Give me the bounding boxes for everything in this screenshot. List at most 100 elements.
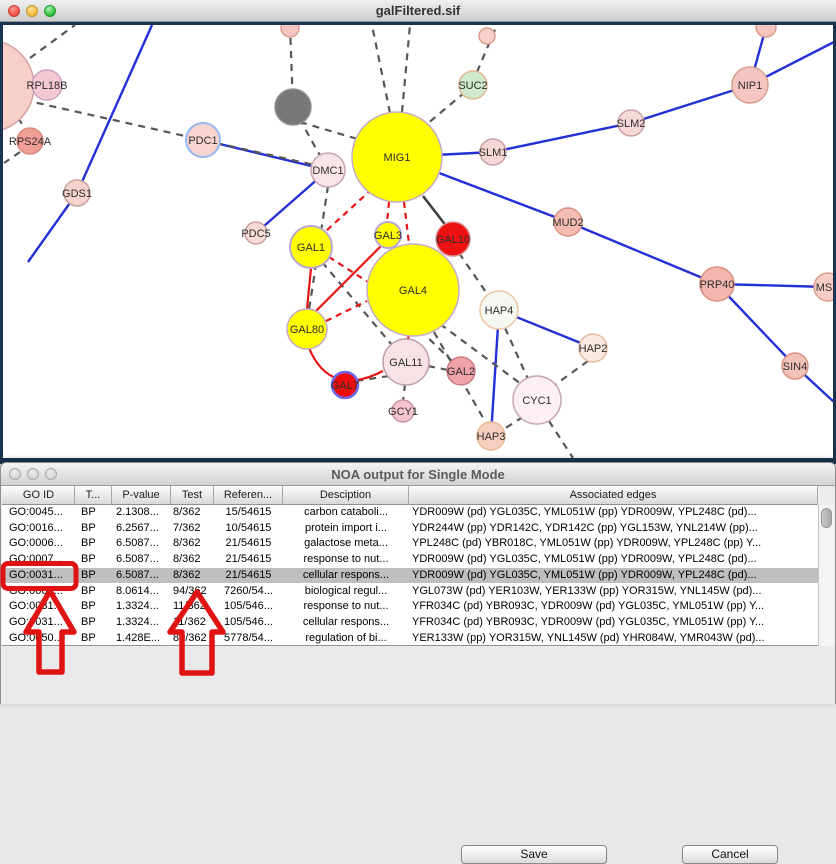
close-button-inactive[interactable] — [9, 468, 21, 480]
node-TOP3[interactable] — [755, 25, 777, 38]
node-GAL10[interactable]: GAL10 — [435, 221, 471, 257]
table-cell: BP — [81, 537, 96, 550]
edge — [401, 383, 407, 402]
column-header-t[interactable]: T... — [75, 486, 112, 505]
column-header-pvalue[interactable]: P-value — [112, 486, 171, 505]
edge — [325, 300, 368, 322]
node-CYC1[interactable]: CYC1 — [512, 375, 562, 425]
table-cell: GO:0006... — [9, 537, 63, 550]
zoom-button-inactive[interactable] — [45, 468, 57, 480]
node-SIN4[interactable]: SIN4 — [781, 352, 809, 380]
node-MSN[interactable]: MSN — [813, 272, 833, 302]
edge — [630, 83, 751, 125]
table-cell: 1.3324... — [116, 615, 159, 628]
node-RPS24A[interactable]: RPS24A — [9, 127, 52, 155]
node-HAP2[interactable]: HAP2 — [578, 333, 608, 363]
table-cell: YPL248C (pd) YBR018C, YML051W (pp) YDR00… — [412, 537, 762, 550]
node-GAL3[interactable]: GAL3 — [374, 221, 402, 249]
node-TOP1[interactable] — [280, 25, 300, 38]
save-button[interactable]: Save — [461, 845, 607, 864]
column-header-test[interactable]: Test — [171, 486, 214, 505]
table-cell: BP — [81, 521, 96, 534]
edge — [321, 261, 393, 346]
column-header-goid[interactable]: GO ID — [3, 486, 75, 505]
vertical-scrollbar[interactable] — [818, 505, 834, 646]
node-GRAY1[interactable] — [274, 88, 312, 126]
noa-window-titlebar[interactable]: NOA output for Single Mode — [1, 463, 835, 486]
node-GAL2[interactable]: GAL2 — [446, 356, 476, 386]
table-cell: GO:0016... — [9, 521, 63, 534]
button-panel: Save Cancel — [2, 647, 835, 864]
table-cell: response to nut... — [303, 553, 389, 566]
table-cell: 8/362 — [173, 537, 201, 550]
edge — [567, 220, 718, 286]
column-header-referen[interactable]: Referen... — [214, 486, 283, 505]
node-GCY1[interactable]: GCY1 — [388, 399, 418, 423]
node-GAL11[interactable]: GAL11 — [382, 338, 430, 386]
network-window-titlebar[interactable]: galFiltered.sif — [0, 0, 836, 22]
table-cell: 6.2567... — [116, 521, 159, 534]
edge — [75, 25, 154, 194]
table-cell: YDR009W (pd) YGL035C, YML051W (pp) YDR00… — [412, 506, 757, 518]
node-HAP4[interactable]: HAP4 — [479, 290, 519, 330]
table-row[interactable]: GO:0045... BP 2.1308... 8/362 15/54615 carbon… — [2, 505, 818, 521]
close-button[interactable] — [8, 5, 20, 17]
edge — [400, 25, 412, 113]
node-DMC1[interactable]: DMC1 — [310, 152, 346, 188]
edge — [29, 25, 76, 59]
minimize-button[interactable] — [26, 5, 38, 17]
table-cell: 21/54615 — [225, 568, 272, 581]
table-row[interactable]: GO:0031... BP 1.3324... 11/362 105/546... cel… — [2, 615, 818, 631]
edge — [370, 25, 392, 114]
table-header: GO ID T... P-value Test Referen... Desciption… — [2, 486, 818, 505]
node-TOP2[interactable] — [478, 27, 496, 45]
node-GAL7[interactable]: GAL7 — [330, 370, 360, 400]
table-cell: 80/362 — [173, 631, 207, 644]
network-canvas[interactable]: RPL18B RPS24A GDS1 PDC1 DMC1 MIG1 SLM1 SUC2 SLM2… — [0, 22, 836, 464]
scrollbar-thumb[interactable] — [821, 508, 832, 528]
table-cell: 1.428E... — [116, 631, 161, 644]
table-cell: GO:0065... — [9, 584, 63, 597]
cancel-button[interactable]: Cancel — [682, 845, 778, 864]
node-SLM1[interactable]: SLM1 — [479, 138, 508, 166]
edge — [305, 267, 313, 310]
table-row[interactable]: GO:0050... BP 1.428E... 80/362 5778/54... reg… — [2, 631, 818, 645]
node-PRP40[interactable]: PRP40 — [699, 266, 735, 302]
table-row[interactable]: GO:0065... BP 8.0614... 94/362 7260/54... bio… — [2, 584, 818, 600]
minimize-button-inactive[interactable] — [27, 468, 39, 480]
table-cell: YDR009W (pd) YGL035C, YML051W (pp) YDR00… — [412, 568, 757, 581]
table-cell: galactose meta... — [304, 537, 388, 550]
table-row[interactable]: GO:0031... BP 1.3324... 11/362 105/546... res… — [2, 599, 818, 615]
table-cell: YER133W (pp) YOR315W, YNL145W (pd) YHR08… — [412, 631, 765, 644]
node-NIP1[interactable]: NIP1 — [731, 66, 769, 104]
node-GDS1[interactable]: GDS1 — [62, 179, 92, 207]
zoom-button[interactable] — [44, 5, 56, 17]
table-cell: BP — [81, 568, 96, 581]
noa-window: NOA output for Single Mode GO ID T... P-va… — [0, 462, 836, 864]
table-row[interactable]: GO:0006... BP 6.5087... 8/362 21/54615 galact… — [2, 536, 818, 552]
edge — [489, 309, 501, 437]
node-MUD2[interactable]: MUD2 — [552, 207, 584, 237]
network-window: galFiltered.sif RPL18B RPS24A GDS1 PDC1 DMC1… — [0, 0, 836, 464]
node-GAL4[interactable]: GAL4 — [366, 243, 460, 337]
table-row[interactable]: GO:0031... BP 6.5087... 8/362 21/54615 cellul… — [2, 567, 818, 584]
table-row[interactable]: GO:0016... BP 6.2567... 7/362 10/54615 protei… — [2, 521, 818, 537]
column-header-desciption[interactable]: Desciption — [283, 486, 409, 505]
node-GAL80[interactable]: GAL80 — [286, 308, 328, 350]
table-row[interactable]: GO:0007... BP 6.5087... 8/362 21/54615 respon… — [2, 552, 818, 568]
edge — [313, 245, 382, 314]
node-HAP3[interactable]: HAP3 — [476, 421, 506, 451]
node-PDC1[interactable]: PDC1 — [185, 122, 221, 158]
node-SUC2[interactable]: SUC2 — [458, 70, 488, 100]
table-cell: GO:0045... — [9, 506, 63, 518]
edge — [3, 151, 21, 164]
table-cell: 10/54615 — [225, 521, 272, 534]
node-MIG1[interactable]: MIG1 — [351, 111, 443, 203]
node-SLM2[interactable]: SLM2 — [617, 109, 646, 137]
edge — [503, 416, 524, 430]
table-cell: GO:0031... — [9, 615, 63, 628]
column-header-associatededges[interactable]: Associated edges — [409, 486, 818, 505]
node-GAL1[interactable]: GAL1 — [289, 225, 333, 269]
node-bigleft[interactable] — [3, 40, 35, 132]
